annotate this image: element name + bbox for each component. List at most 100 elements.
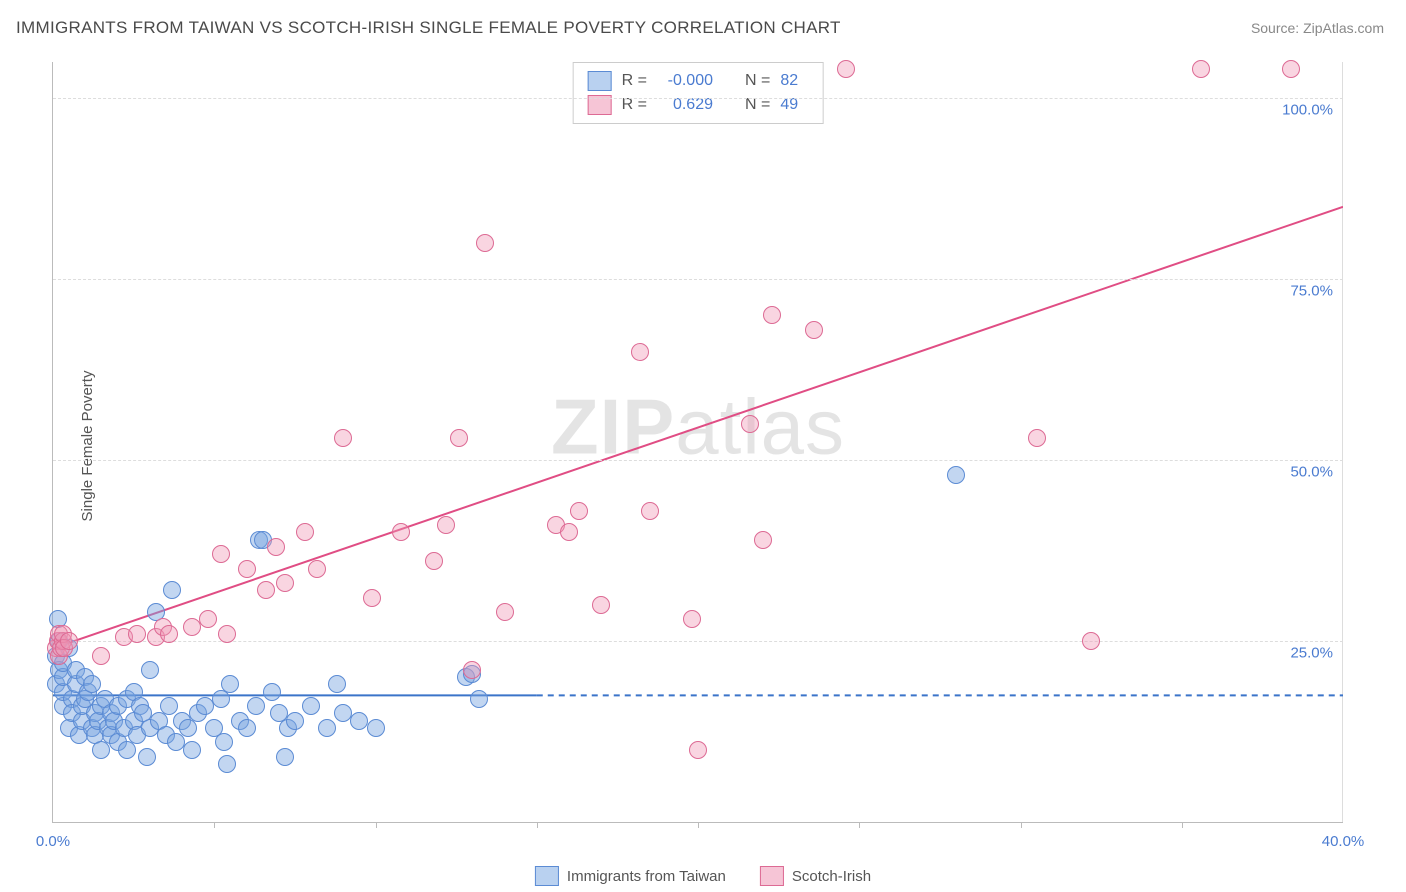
data-point-scotch_irish <box>257 581 275 599</box>
data-point-scotch_irish <box>754 531 772 549</box>
legend-label-scotch-irish: Scotch-Irish <box>792 868 871 885</box>
data-point-scotch_irish <box>570 502 588 520</box>
legend-label-taiwan: Immigrants from Taiwan <box>567 868 726 885</box>
n-label: N = <box>745 69 770 93</box>
data-point-scotch_irish <box>592 596 610 614</box>
chart-right-border <box>1342 62 1343 822</box>
data-point-scotch_irish <box>60 632 78 650</box>
stats-row-scotch-irish: R = 0.629 N = 49 <box>588 93 809 117</box>
data-point-scotch_irish <box>450 429 468 447</box>
data-point-scotch_irish <box>425 552 443 570</box>
stats-row-taiwan: R = -0.000 N = 82 <box>588 69 809 93</box>
data-point-scotch_irish <box>267 538 285 556</box>
data-point-taiwan <box>215 733 233 751</box>
gridline-h <box>53 98 1343 99</box>
data-point-scotch_irish <box>805 321 823 339</box>
data-point-taiwan <box>328 675 346 693</box>
data-point-taiwan <box>470 690 488 708</box>
data-point-scotch_irish <box>212 545 230 563</box>
data-point-scotch_irish <box>199 610 217 628</box>
x-tick-label-max: 40.0% <box>1322 833 1365 850</box>
data-point-scotch_irish <box>334 429 352 447</box>
data-point-scotch_irish <box>437 516 455 534</box>
data-point-taiwan <box>138 748 156 766</box>
data-point-scotch_irish <box>496 603 514 621</box>
data-point-scotch_irish <box>1282 60 1300 78</box>
data-point-scotch_irish <box>308 560 326 578</box>
legend-item-taiwan: Immigrants from Taiwan <box>535 866 726 886</box>
x-tick-mark <box>859 822 860 828</box>
data-point-scotch_irish <box>476 234 494 252</box>
data-point-taiwan <box>83 675 101 693</box>
data-point-taiwan <box>286 712 304 730</box>
data-point-taiwan <box>183 741 201 759</box>
y-tick-label: 50.0% <box>1290 464 1333 481</box>
data-point-scotch_irish <box>296 523 314 541</box>
data-point-taiwan <box>367 719 385 737</box>
x-tick-mark <box>1182 822 1183 828</box>
data-point-scotch_irish <box>560 523 578 541</box>
data-point-scotch_irish <box>160 625 178 643</box>
series-legend: Immigrants from Taiwan Scotch-Irish <box>535 866 871 886</box>
data-point-scotch_irish <box>1028 429 1046 447</box>
n-value-taiwan: 82 <box>780 69 808 93</box>
stats-legend: R = -0.000 N = 82 R = 0.629 N = 49 <box>573 62 824 124</box>
data-point-taiwan <box>238 719 256 737</box>
data-point-taiwan <box>318 719 336 737</box>
y-tick-label: 100.0% <box>1282 102 1333 119</box>
n-label: N = <box>745 93 770 117</box>
swatch-scotch-irish <box>760 866 784 886</box>
data-point-scotch_irish <box>276 574 294 592</box>
data-point-scotch_irish <box>689 741 707 759</box>
r-value-scotch-irish: 0.629 <box>657 93 713 117</box>
swatch-taiwan <box>535 866 559 886</box>
r-label: R = <box>622 93 647 117</box>
n-value-scotch-irish: 49 <box>780 93 808 117</box>
chart-title: IMMIGRANTS FROM TAIWAN VS SCOTCH-IRISH S… <box>16 18 841 38</box>
source-prefix: Source: <box>1251 20 1303 36</box>
data-point-taiwan <box>947 466 965 484</box>
data-point-taiwan <box>263 683 281 701</box>
x-tick-mark <box>698 822 699 828</box>
source-link[interactable]: ZipAtlas.com <box>1303 20 1384 36</box>
data-point-scotch_irish <box>218 625 236 643</box>
gridline-h <box>53 460 1343 461</box>
data-point-scotch_irish <box>363 589 381 607</box>
data-point-scotch_irish <box>741 415 759 433</box>
swatch-taiwan <box>588 71 612 91</box>
data-point-taiwan <box>302 697 320 715</box>
data-point-scotch_irish <box>128 625 146 643</box>
data-point-scotch_irish <box>238 560 256 578</box>
gridline-h <box>53 641 1343 642</box>
r-label: R = <box>622 69 647 93</box>
data-point-taiwan <box>163 581 181 599</box>
data-point-scotch_irish <box>92 647 110 665</box>
x-tick-mark <box>1021 822 1022 828</box>
watermark: ZIPatlas <box>551 381 845 472</box>
data-point-scotch_irish <box>463 661 481 679</box>
data-point-taiwan <box>141 661 159 679</box>
x-tick-mark <box>214 822 215 828</box>
x-tick-mark <box>537 822 538 828</box>
data-point-scotch_irish <box>392 523 410 541</box>
data-point-scotch_irish <box>1192 60 1210 78</box>
data-point-scotch_irish <box>683 610 701 628</box>
data-point-taiwan <box>218 755 236 773</box>
x-tick-mark <box>376 822 377 828</box>
scatter-chart: ZIPatlas R = -0.000 N = 82 R = 0.629 N =… <box>52 62 1343 823</box>
data-point-taiwan <box>276 748 294 766</box>
data-point-scotch_irish <box>763 306 781 324</box>
data-point-scotch_irish <box>631 343 649 361</box>
gridline-h <box>53 279 1343 280</box>
data-point-scotch_irish <box>1082 632 1100 650</box>
y-tick-label: 75.0% <box>1290 283 1333 300</box>
watermark-rest: atlas <box>675 382 845 470</box>
legend-item-scotch-irish: Scotch-Irish <box>760 866 871 886</box>
watermark-bold: ZIP <box>551 382 675 470</box>
source-attribution: Source: ZipAtlas.com <box>1251 20 1384 36</box>
data-point-taiwan <box>160 697 178 715</box>
data-point-scotch_irish <box>641 502 659 520</box>
data-point-taiwan <box>247 697 265 715</box>
y-tick-label: 25.0% <box>1290 645 1333 662</box>
r-value-taiwan: -0.000 <box>657 69 713 93</box>
